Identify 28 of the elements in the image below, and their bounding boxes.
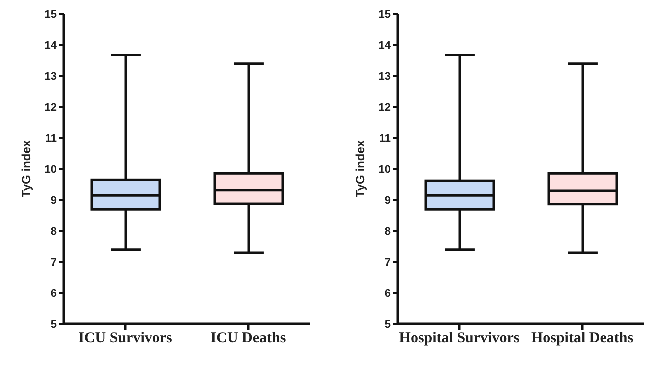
y-axis-title: TyG index xyxy=(19,140,34,198)
y-tick-label: 8 xyxy=(50,226,57,238)
y-tick-label: 6 xyxy=(384,288,391,300)
y-tick-label: 8 xyxy=(384,226,391,238)
x-tick-label: Hospital Deaths xyxy=(531,330,634,347)
y-tick-label: 9 xyxy=(384,194,391,207)
y-tick-label: 6 xyxy=(50,288,57,300)
y-axis-title: TyG index xyxy=(353,140,368,198)
y-tick-label: 9 xyxy=(50,194,57,207)
y-tick-label: 12 xyxy=(44,102,57,114)
y-tick-label: 10 xyxy=(44,164,57,176)
y-tick-label: 7 xyxy=(384,256,391,269)
y-tick-label: 5 xyxy=(384,318,391,331)
x-tick-label: ICU Survivors xyxy=(78,330,173,347)
y-tick-label: 12 xyxy=(378,102,391,114)
y-tick-label: 15 xyxy=(378,8,391,21)
y-tick-label: 11 xyxy=(45,132,57,145)
y-tick-label: 13 xyxy=(44,70,57,83)
y-tick-label: 5 xyxy=(50,318,57,331)
y-tick-label: 7 xyxy=(50,256,57,269)
y-tick-label: 10 xyxy=(378,164,391,176)
x-tick-label: Hospital Survivors xyxy=(399,330,520,347)
x-tick-label: ICU Deaths xyxy=(210,330,286,347)
y-tick-label: 11 xyxy=(379,132,391,145)
y-tick-label: 15 xyxy=(44,8,57,21)
y-tick-label: 14 xyxy=(44,40,58,52)
y-tick-label: 14 xyxy=(378,40,392,52)
y-tick-label: 13 xyxy=(378,70,391,83)
